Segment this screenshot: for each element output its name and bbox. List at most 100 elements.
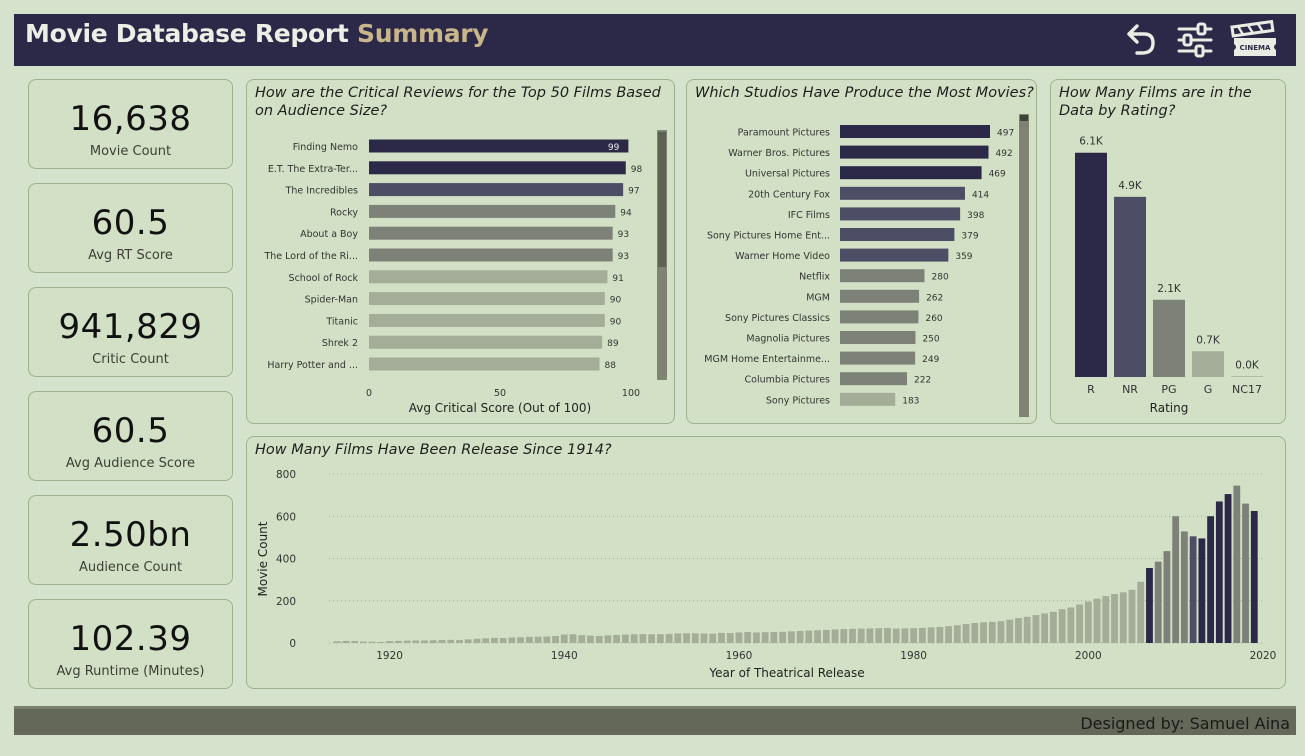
bar (1049, 611, 1057, 643)
bar (394, 640, 402, 643)
kpi-label: Avg Runtime (Minutes) (56, 664, 205, 679)
category-label: Paramount Pictures (738, 128, 830, 139)
bar (473, 638, 481, 643)
bar (482, 638, 490, 643)
chart-title: How Many Films Have Been Release Since 1… (255, 442, 612, 458)
bar (508, 637, 516, 643)
chart-title: Which Studios Have Produce the Most Movi… (695, 85, 1034, 101)
ratings-chart: 6.1K R 4.9K NR 2.1K PG 0.7K G 0.0K NC17 Rating (1075, 136, 1263, 415)
footer-bar: Designed by: Samuel Aina (14, 706, 1296, 735)
bar (369, 139, 629, 153)
bar (1153, 299, 1185, 377)
bar (1023, 616, 1031, 643)
title-accent: Summary (357, 19, 489, 48)
category-label: Titanic (325, 316, 358, 327)
bar (1231, 376, 1263, 377)
bar (1137, 581, 1145, 643)
bar (840, 289, 920, 303)
category-label: Sony Pictures (766, 395, 830, 406)
data-label: 88 (605, 361, 617, 371)
category-label: Rocky (330, 207, 358, 218)
data-label: 2.1K (1157, 283, 1182, 295)
category-label: PG (1161, 383, 1176, 396)
page-title: Movie Database Report Summary (25, 19, 489, 48)
bar (369, 357, 600, 371)
category-label: NR (1122, 383, 1138, 396)
kpi-value: 60.5 (91, 411, 170, 451)
data-label: 90 (610, 296, 622, 306)
data-label: 90 (610, 317, 622, 327)
scrollbar-thumb (658, 132, 666, 267)
bar (840, 331, 916, 344)
y-tick-label: 0 (289, 638, 296, 650)
bar (857, 628, 865, 643)
bar (691, 633, 699, 643)
bar (726, 633, 734, 643)
bar (927, 627, 935, 643)
bar (1163, 551, 1171, 643)
filter-sliders-icon[interactable] (1174, 20, 1216, 60)
bar (369, 248, 613, 262)
y-tick-label: 400 (276, 554, 296, 566)
x-axis-title: Year of Theatrical Release (708, 666, 864, 680)
bar (1180, 531, 1188, 643)
undo-icon[interactable] (1120, 20, 1160, 60)
bar (369, 313, 605, 327)
bar (369, 335, 603, 349)
critical-reviews-chart: Finding Nemo 99 E.T. The Extra-Ter... 98 The… (263, 130, 667, 415)
cinema-ticket-icon[interactable]: CINEMA (1228, 18, 1282, 62)
category-label: MGM (806, 292, 830, 303)
bar (639, 634, 647, 643)
category-label: MGM Home Entertainme... (704, 354, 830, 365)
kpi-label: Critic Count (92, 352, 169, 367)
data-label: 359 (955, 252, 972, 262)
bar (997, 621, 1005, 643)
category-label: About a Boy (300, 229, 358, 240)
bar (604, 635, 612, 643)
bar (840, 392, 896, 406)
data-label: 93 (618, 252, 629, 262)
kpi-value: 941,829 (58, 307, 203, 347)
bar (1198, 538, 1206, 643)
kpi-value: 16,638 (69, 99, 192, 139)
bar (648, 634, 656, 643)
ratings-chart-card: How Many Films are in the Data by Rating… (1050, 79, 1286, 424)
bar (796, 630, 804, 643)
bar (840, 629, 848, 643)
bar (1102, 596, 1110, 643)
kpi-critic-count-card: 941,829 Critic Count (28, 287, 233, 377)
category-label: Spider-Man (305, 295, 358, 306)
data-label: 183 (902, 396, 919, 406)
bar (945, 626, 952, 643)
bar (1154, 561, 1162, 643)
kpi-label: Avg Audience Score (65, 456, 196, 471)
bar (369, 204, 616, 218)
bar (1076, 604, 1083, 643)
bar (1172, 516, 1180, 643)
kpi-value: 60.5 (91, 203, 170, 243)
bar (656, 634, 664, 643)
critical-reviews-chart-card: How are the Critical Reviews for the Top… (246, 79, 675, 424)
bar (840, 269, 925, 283)
bar (351, 641, 359, 643)
bar (840, 310, 919, 324)
kpi-movie-count-card: 16,638 Movie Count (28, 79, 233, 169)
data-label: 98 (631, 165, 643, 175)
data-label: 99 (608, 143, 620, 153)
bar (456, 640, 463, 643)
bar (1015, 618, 1022, 643)
x-axis-title: Avg Critical Score (Out of 100) (409, 401, 591, 415)
chart-title: How are the Critical Reviews for the Top… (255, 85, 661, 119)
scrollbar-track (1019, 114, 1029, 417)
category-label: Sony Pictures Home Ent... (707, 231, 830, 242)
bar (761, 632, 769, 643)
x-tick-label: 1940 (551, 650, 578, 662)
bar (359, 641, 367, 643)
bar (1058, 609, 1066, 643)
bar (1093, 598, 1101, 643)
bar (1006, 619, 1014, 643)
bar (369, 226, 613, 240)
x-tick-label: 1980 (900, 650, 927, 662)
bar (683, 633, 690, 643)
kpi-audience-count-card: 2.50bn Audience Count (28, 495, 233, 585)
